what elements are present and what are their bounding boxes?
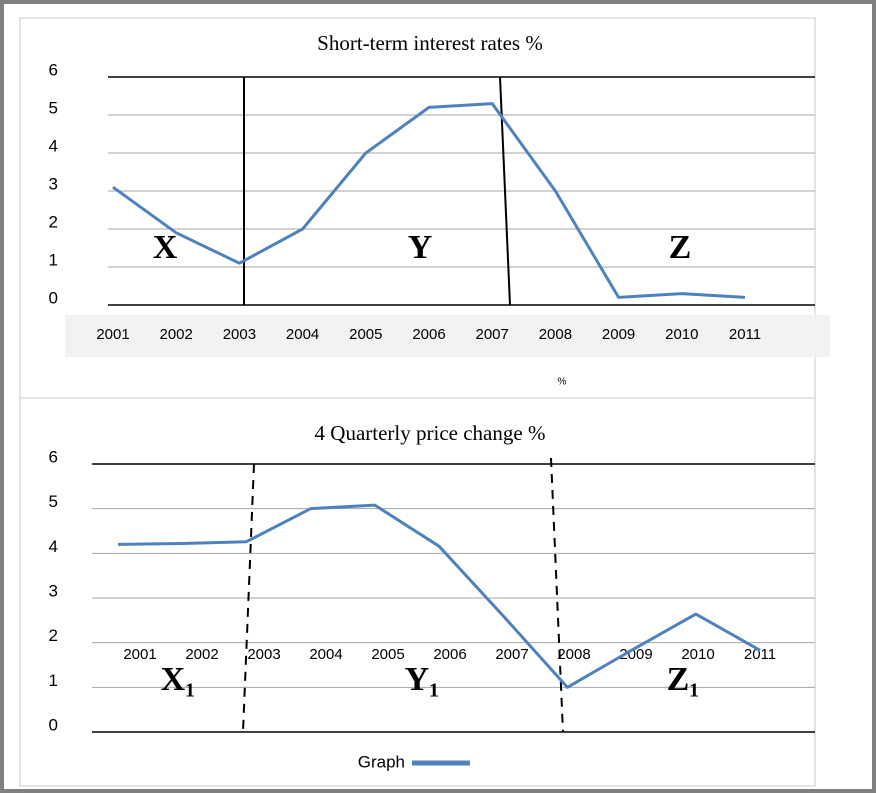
x-tick-label: 2005 [371,646,404,663]
x-tick-label: 2004 [309,646,342,663]
y-tick-label: 4 [49,537,58,556]
x-axis-label: % [558,377,567,388]
y-tick-label: 4 [49,136,58,155]
x-tick-label: 2008 [539,326,572,343]
x-tick-label: 2009 [602,326,635,343]
x-tick-label: 2002 [185,646,218,663]
annotation: Y₁ [405,661,440,698]
x-tick-label: 2009 [619,646,652,663]
y-tick-label: 6 [49,447,58,466]
legend-label: Graph [358,752,405,771]
x-tick-label: 2011 [744,646,776,663]
x-tick-label: 2001 [96,326,129,343]
x-tick-label: 2007 [495,646,528,663]
annotation: X₁ [161,661,196,698]
chart-frame [19,397,816,787]
y-tick-label: 5 [49,98,58,117]
y-tick-label: 0 [49,288,58,307]
annotation: Z₁ [667,661,700,698]
x-tick-label: 2007 [476,326,509,343]
x-tick-label: 2011 [729,326,761,343]
y-tick-label: 3 [49,174,58,193]
line-series [112,102,746,299]
y-tick-label: 5 [49,492,58,511]
annotation: X [153,229,178,266]
x-tick-label: 2010 [681,646,714,663]
x-tick-label: 2006 [433,646,466,663]
annotation: Y [408,229,433,266]
y-tick-label: 1 [49,671,58,690]
x-tick-label: 2008 [557,646,590,663]
chart-title: Short-term interest rates % [317,31,543,55]
chart-title: 4 Quarterly price change % [315,421,546,445]
annotation: Z [669,229,692,266]
y-tick-label: 3 [49,581,58,600]
y-tick-label: 6 [49,60,58,79]
x-tick-label: 2005 [349,326,382,343]
line-series [117,503,761,689]
x-label-band [65,315,830,357]
divider [242,463,255,733]
y-tick-label: 0 [49,715,58,734]
x-tick-label: 2001 [123,646,156,663]
x-tick-label: 2004 [286,326,319,343]
x-tick-label: 2006 [412,326,445,343]
y-tick-label: 2 [49,212,58,231]
x-tick-label: 2003 [247,646,280,663]
y-tick-label: 1 [49,250,58,269]
divider [550,457,564,733]
x-tick-label: 2010 [665,326,698,343]
y-tick-label: 2 [49,626,58,645]
x-tick-label: 2002 [160,326,193,343]
x-tick-label: 2003 [223,326,256,343]
